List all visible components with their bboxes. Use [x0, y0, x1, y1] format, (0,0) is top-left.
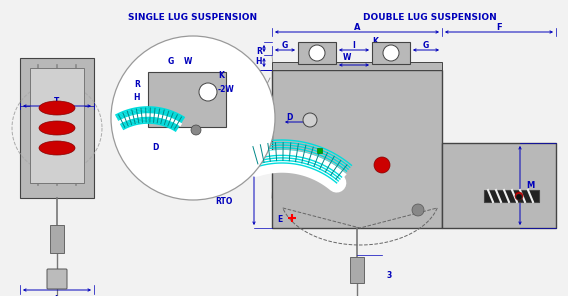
Text: M: M [526, 181, 534, 190]
Bar [50, 225, 64, 253]
Ellipse shape [39, 121, 75, 135]
Circle shape [111, 36, 275, 200]
FancyBboxPatch shape [47, 269, 67, 289]
Circle shape [191, 125, 201, 135]
Bar [372, 42, 410, 64]
Text: H: H [133, 93, 140, 102]
Text: B: B [243, 144, 249, 154]
Text: SINGLE LUG SUSPENSION: SINGLE LUG SUSPENSION [128, 14, 257, 22]
Text: W: W [343, 53, 352, 62]
Circle shape [303, 113, 317, 127]
Text: G: G [168, 57, 174, 66]
Text: DOUBLE LUG SUSPENSION: DOUBLE LUG SUSPENSION [363, 14, 497, 22]
Bar [442, 143, 556, 228]
Text: K: K [218, 71, 224, 80]
Bar [298, 42, 336, 64]
Bar [148, 72, 226, 127]
Text: C: C [532, 193, 538, 202]
Circle shape [516, 194, 522, 200]
Text: D: D [286, 113, 293, 122]
Circle shape [412, 204, 424, 216]
Text: T: T [55, 96, 60, 105]
Text: K: K [372, 37, 378, 46]
Text: 3: 3 [387, 271, 392, 280]
Bar [350, 257, 364, 283]
Bar [30, 68, 84, 183]
Text: F: F [496, 22, 502, 31]
Text: H: H [256, 57, 262, 66]
Circle shape [374, 157, 390, 173]
Ellipse shape [39, 101, 75, 115]
Text: L: L [55, 295, 60, 296]
Text: R: R [256, 47, 262, 56]
Text: E: E [277, 215, 282, 224]
Bar [484, 190, 539, 202]
Bar [272, 70, 442, 228]
Ellipse shape [39, 141, 75, 155]
Text: I: I [353, 41, 356, 49]
Circle shape [199, 83, 217, 101]
Text: D: D [152, 143, 158, 152]
Text: G: G [282, 41, 288, 49]
Circle shape [515, 192, 523, 200]
Bar [20, 58, 94, 198]
Text: A: A [354, 22, 360, 31]
Text: R: R [134, 80, 140, 89]
Circle shape [309, 45, 325, 61]
Text: G: G [423, 41, 429, 49]
Text: -2W: -2W [218, 85, 235, 94]
Text: RTO: RTO [215, 197, 233, 205]
Text: W: W [184, 57, 192, 66]
Circle shape [383, 45, 399, 61]
Bar [317, 148, 322, 153]
Bar [272, 62, 442, 70]
